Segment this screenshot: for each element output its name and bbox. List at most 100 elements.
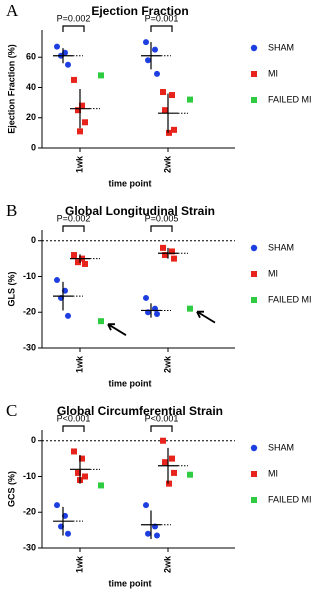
data-point <box>160 89 166 96</box>
significance-bracket <box>62 425 85 432</box>
data-point <box>82 260 88 267</box>
data-point <box>54 43 60 50</box>
data-point <box>65 61 71 68</box>
p-value: P<0.001 <box>145 413 179 423</box>
legend-label: FAILED MI <box>268 294 312 304</box>
legend-marker <box>251 297 257 303</box>
data-point <box>171 126 177 133</box>
data-point <box>154 70 160 77</box>
data-point <box>160 244 166 251</box>
data-point <box>166 480 172 487</box>
data-point <box>98 482 104 489</box>
data-point <box>162 252 168 259</box>
significance-bracket <box>62 225 85 232</box>
y-tick-label: -20 <box>23 507 36 517</box>
panel-letter: C <box>6 401 17 420</box>
y-axis-title: Ejection Fraction (%) <box>6 44 16 134</box>
y-tick-label: 20 <box>26 112 36 122</box>
x-tick-label: 2wk <box>162 155 172 173</box>
y-axis-title: GCS (%) <box>6 471 16 507</box>
data-point <box>98 318 104 325</box>
x-tick-label: 2wk <box>162 555 172 573</box>
y-tick-label: -20 <box>23 307 36 317</box>
data-point <box>75 259 81 266</box>
data-point <box>71 76 77 83</box>
data-point <box>187 96 193 103</box>
p-value: P=0.002 <box>57 13 91 23</box>
data-point <box>143 39 149 46</box>
chart-title: Global Longitudinal Strain <box>65 204 215 218</box>
data-point <box>145 530 151 537</box>
data-point <box>187 471 193 478</box>
y-tick-label: 0 <box>31 435 36 445</box>
chart-title: Global Circumferential Strain <box>57 404 223 418</box>
data-point <box>77 128 83 135</box>
legend-marker <box>251 471 257 477</box>
y-tick-label: -10 <box>23 471 36 481</box>
legend-marker <box>250 44 258 52</box>
significance-bracket <box>150 225 173 232</box>
legend-label: MI <box>268 468 278 478</box>
data-point <box>79 455 85 462</box>
legend-marker <box>250 444 258 452</box>
p-value: P<0.001 <box>57 413 91 423</box>
data-point <box>154 532 160 539</box>
x-axis-title: time point <box>109 378 152 388</box>
legend-label: MI <box>268 68 278 78</box>
y-axis-title: GLS (%) <box>6 271 16 306</box>
arrow <box>196 310 216 324</box>
data-point <box>75 107 81 114</box>
data-point <box>162 107 168 114</box>
data-point <box>152 46 158 53</box>
y-tick-label: -30 <box>23 542 36 552</box>
data-point <box>145 57 151 64</box>
legend-marker <box>251 97 257 103</box>
data-point <box>98 72 104 79</box>
significance-bracket <box>62 25 85 32</box>
p-value: P=0.001 <box>145 13 179 23</box>
data-point <box>82 119 88 126</box>
significance-bracket <box>150 425 173 432</box>
panel-letter: A <box>6 1 19 20</box>
y-tick-label: 0 <box>31 235 36 245</box>
y-tick-label: 40 <box>26 82 36 92</box>
data-point <box>143 294 149 301</box>
x-axis-title: time point <box>109 178 152 188</box>
arrow <box>107 323 127 336</box>
x-tick-label: 1wk <box>74 155 84 173</box>
y-tick-label: -10 <box>23 271 36 281</box>
data-point <box>143 502 149 509</box>
data-point <box>54 277 60 284</box>
p-value: P=0.005 <box>145 213 179 223</box>
data-point <box>160 437 166 444</box>
data-point <box>65 312 71 319</box>
data-point <box>169 92 175 99</box>
data-point <box>65 530 71 537</box>
y-tick-label: -30 <box>23 342 36 352</box>
data-point <box>169 248 175 255</box>
data-point <box>169 455 175 462</box>
chart-title: Ejection Fraction <box>91 4 188 18</box>
data-point <box>154 311 160 318</box>
x-tick-label: 1wk <box>74 555 84 573</box>
data-point <box>171 255 177 262</box>
y-tick-label: 60 <box>26 52 36 62</box>
panel-letter: B <box>6 201 17 220</box>
data-point <box>54 502 60 509</box>
significance-bracket <box>150 25 173 32</box>
legend-marker <box>250 244 258 252</box>
x-tick-label: 1wk <box>74 355 84 373</box>
y-tick-label: 0 <box>31 142 36 152</box>
data-point <box>75 469 81 476</box>
data-point <box>187 305 193 312</box>
legend-marker <box>251 71 257 77</box>
x-tick-label: 2wk <box>162 355 172 373</box>
legend-label: SHAM <box>268 242 294 252</box>
data-point <box>71 252 77 259</box>
data-point <box>79 102 85 109</box>
legend-marker <box>251 271 257 277</box>
legend-label: FAILED MI <box>268 494 312 504</box>
legend-label: MI <box>268 268 278 278</box>
data-point <box>162 459 168 466</box>
